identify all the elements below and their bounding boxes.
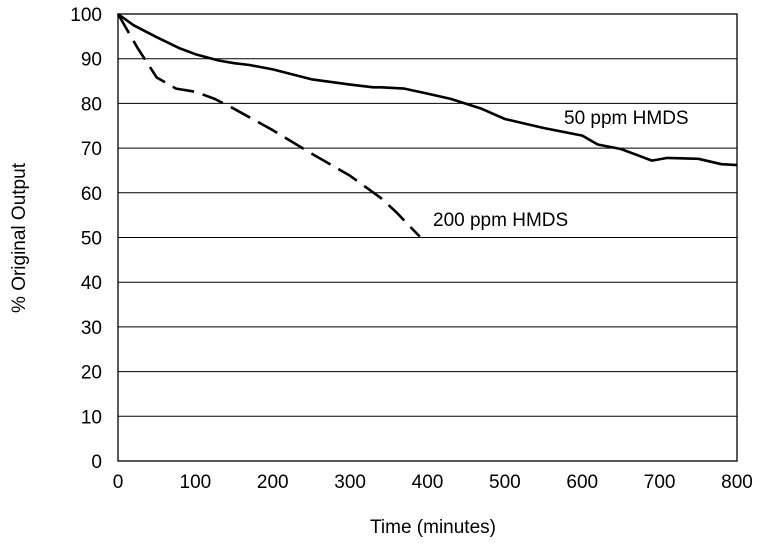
x-tick-label: 200 <box>257 472 289 493</box>
y-tick-label: 10 <box>81 407 102 428</box>
y-tick-label: 0 <box>91 452 102 473</box>
x-tick-label: 500 <box>489 472 521 493</box>
x-tick-label: 600 <box>566 472 598 493</box>
x-tick-label: 400 <box>412 472 444 493</box>
y-tick-label: 30 <box>81 318 102 339</box>
y-tick-label: 20 <box>81 363 102 384</box>
series-line-200-ppm <box>116 13 421 238</box>
plot-frame <box>117 13 738 462</box>
gridlines <box>118 58 737 417</box>
x-tick-label: 300 <box>334 472 366 493</box>
y-tick-label: 40 <box>81 273 102 294</box>
y-tick-label: 60 <box>81 184 102 205</box>
series-label-50-ppm: 50 ppm HMDS <box>564 108 689 129</box>
series-layer <box>116 12 738 238</box>
x-tick-label: 700 <box>644 472 676 493</box>
x-tick-label: 100 <box>180 472 212 493</box>
y-tick-label: 80 <box>81 94 102 115</box>
y-tick-labels: 0 10 20 30 40 50 60 70 80 90 100 <box>70 5 102 473</box>
y-tick-label: 70 <box>81 139 102 160</box>
x-axis-label: Time (minutes) <box>370 517 496 538</box>
x-tick-label: 0 <box>113 472 124 493</box>
y-tick-label: 90 <box>81 50 102 71</box>
y-tick-label: 100 <box>70 5 102 26</box>
series-label-200-ppm: 200 ppm HMDS <box>433 210 568 231</box>
plot-border <box>117 13 738 462</box>
x-tick-labels: 0 100 200 300 400 500 600 700 800 <box>113 472 753 493</box>
y-tick-label: 50 <box>81 229 102 250</box>
series-line-50-ppm <box>117 12 738 167</box>
y-axis-label: % Original Output <box>9 162 30 313</box>
x-tick-label: 800 <box>721 472 753 493</box>
